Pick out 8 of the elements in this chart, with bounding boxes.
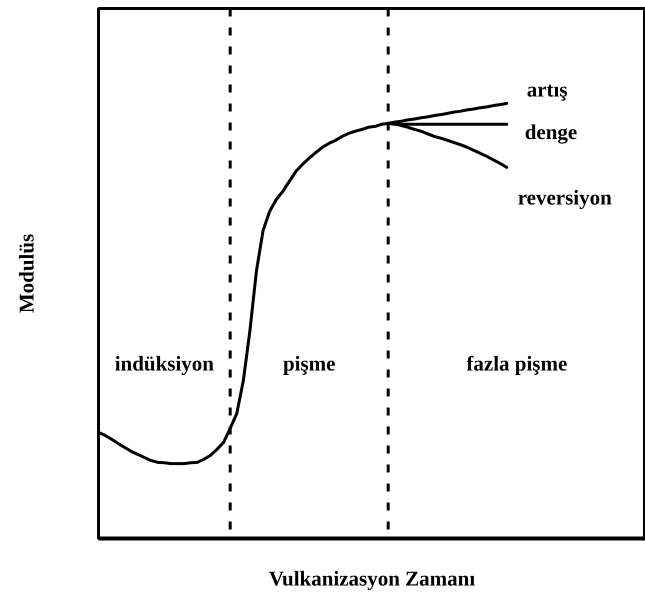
annotation: fazla pişme (466, 352, 568, 376)
x-axis-title: Vulkanizasyon Zamanı (268, 566, 476, 590)
annotation: indüksiyon (114, 352, 214, 376)
series-label: artış (526, 77, 568, 102)
series-label: reversiyon (518, 185, 612, 210)
annotation: pişme (282, 352, 336, 376)
y-axis-title: Modulüs (14, 234, 38, 314)
series-label: denge (524, 120, 578, 144)
